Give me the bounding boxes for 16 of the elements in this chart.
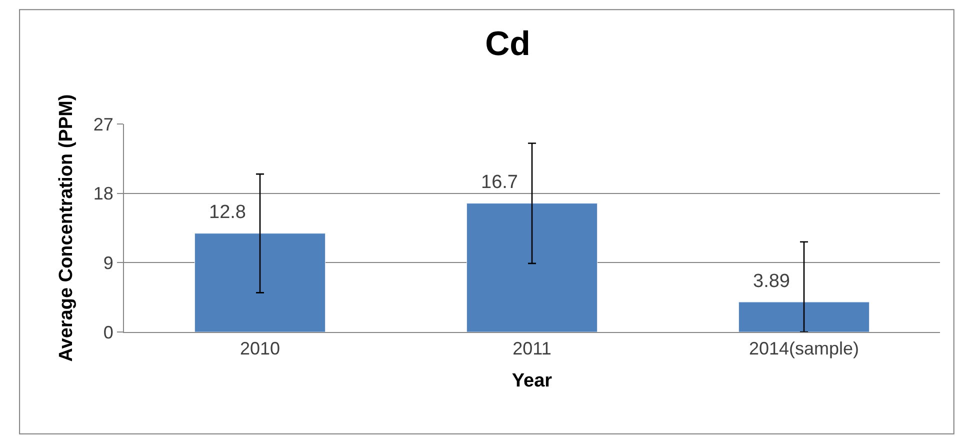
y-tick-label: 0	[103, 322, 114, 342]
data-label: 3.89	[753, 271, 790, 292]
y-tick-label: 18	[93, 184, 114, 204]
y-tick-label: 27	[93, 114, 114, 134]
y-tick-label: 9	[103, 252, 114, 273]
x-tick-label: 2014(sample)	[748, 338, 860, 359]
x-tick-label: 2011	[512, 338, 552, 359]
y-axis-title: Average Concentration (PPM)	[56, 94, 78, 362]
data-label: 12.8	[209, 202, 246, 223]
x-tick-label: 2010	[240, 338, 280, 359]
bar	[738, 302, 870, 332]
bar	[194, 233, 326, 332]
chart-title: Cd	[485, 25, 530, 64]
x-axis-title: Year	[512, 370, 553, 392]
bar	[466, 203, 598, 332]
data-label: 16.7	[481, 172, 518, 193]
